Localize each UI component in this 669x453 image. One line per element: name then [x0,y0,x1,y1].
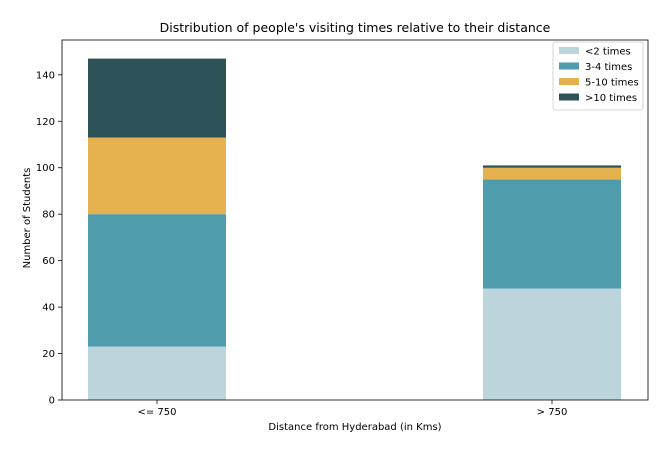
bar-2-series-2 [483,179,621,289]
y-tick-label: 0 [49,396,55,407]
bars-group [88,58,621,400]
legend-swatch-1 [559,47,579,54]
legend-label-2: 3-4 times [585,62,632,73]
plot-frame [61,39,649,401]
legend-swatch-4 [559,93,579,101]
y-tick-label: 20 [42,349,55,360]
axes-group: 0 20 40 60 80 100 120 140 <= 750 > 750 [36,39,649,418]
y-tick-label: 120 [36,117,55,128]
x-tick-label: > 750 [537,407,568,418]
legend-label-1: <2 times [585,47,631,58]
chart-title: Distribution of people's visiting times … [160,20,551,35]
y-axis-label: Number of Students [22,168,33,269]
bar-1-series-3 [88,137,226,215]
bar-1-series-2 [88,214,226,347]
y-tick-label: 40 [42,303,55,314]
x-tick-label: <= 750 [137,407,176,418]
bar-1-series-1 [88,346,226,400]
legend-box [552,41,644,111]
x-axis-label: Distance from Hyderabad (in Kms) [268,422,441,433]
bar-2-series-3 [483,167,621,180]
legend: <2 times 3-4 times 5-10 times >10 times [552,41,644,111]
bar-2-series-1 [483,288,621,400]
legend-swatch-3 [559,78,579,85]
bar-2-series-4 [483,165,621,168]
legend-label-3: 5-10 times [585,78,639,89]
bar-1-series-4 [88,58,226,138]
legend-label-4: >10 times [585,93,637,104]
y-tick-label: 100 [36,163,55,174]
legend-swatch-2 [559,62,579,70]
y-tick-label: 140 [36,70,55,81]
y-tick-label: 60 [42,256,55,267]
y-tick-label: 80 [42,210,55,221]
